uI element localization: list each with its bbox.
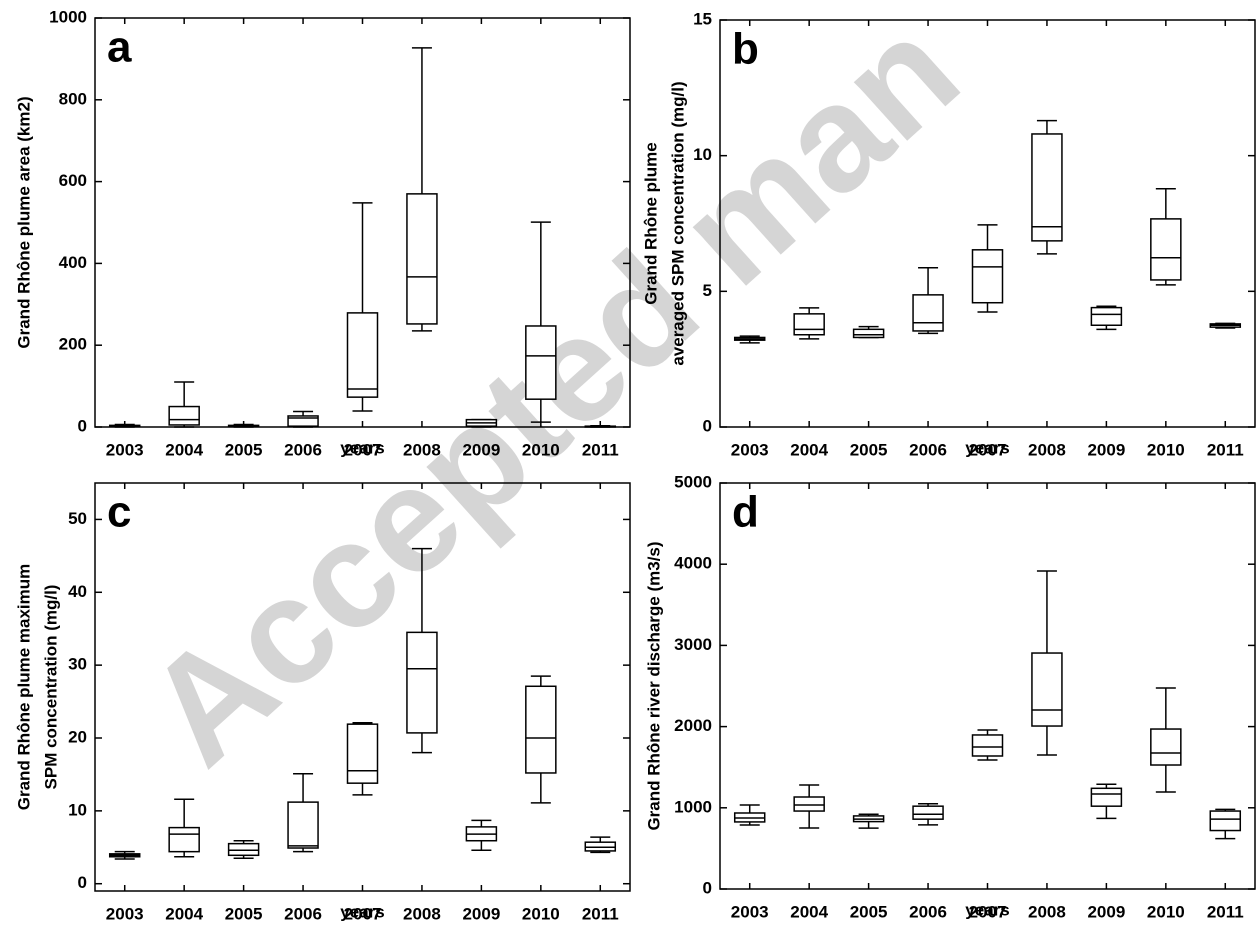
x-tick-label: 2009	[462, 904, 500, 923]
y-tick-label: 10	[68, 800, 87, 819]
x-tick-label: 2008	[403, 904, 441, 923]
box	[793, 796, 825, 812]
box	[406, 193, 438, 325]
x-tick-label: 2003	[106, 440, 144, 459]
y-axis-label: Grand Rhône plume area (km2)	[14, 96, 33, 348]
y-axis-label: SPM concentration (mg/l)	[41, 585, 60, 790]
x-tick-label: 2005	[225, 440, 263, 459]
x-tick-label: 2008	[1028, 902, 1066, 921]
box	[912, 805, 944, 820]
x-tick-label: 2010	[1147, 902, 1185, 921]
y-tick-label: 4000	[674, 554, 712, 573]
x-tick-label: 2011	[582, 904, 619, 923]
x-tick-label: 2010	[522, 440, 560, 459]
y-axis-label: Grand Rhône plume	[641, 142, 660, 304]
x-tick-label: 2007	[969, 440, 1007, 459]
y-axis-label: averaged SPM concentration (mg/l)	[668, 81, 687, 365]
box	[287, 415, 319, 427]
box	[971, 249, 1004, 304]
y-tick-label: 0	[78, 416, 87, 435]
y-tick-label: 5000	[674, 472, 712, 491]
box	[406, 631, 438, 734]
x-tick-label: 2003	[731, 902, 769, 921]
x-tick-label: 2004	[165, 904, 203, 923]
y-axis-label: Grand Rhône river discharge (m3/s)	[644, 541, 663, 830]
box	[1150, 728, 1182, 766]
box	[525, 685, 557, 774]
x-tick-label: 2005	[850, 440, 888, 459]
box	[168, 826, 200, 853]
panel-label: c	[107, 488, 131, 537]
y-tick-label: 5	[703, 281, 712, 300]
x-tick-label: 2008	[1028, 440, 1066, 459]
panel-label: b	[732, 25, 759, 74]
x-tick-label: 2007	[969, 902, 1007, 921]
y-tick-label: 600	[59, 171, 87, 190]
x-tick-label: 2005	[850, 902, 888, 921]
box	[1031, 133, 1063, 242]
y-tick-label: 10	[693, 145, 712, 164]
x-tick-label: 2011	[582, 440, 619, 459]
x-tick-label: 2006	[284, 904, 322, 923]
y-tick-label: 40	[68, 582, 87, 601]
y-tick-label: 0	[703, 416, 712, 435]
box	[1150, 218, 1182, 281]
x-tick-label: 2010	[1147, 440, 1185, 459]
box	[346, 723, 379, 784]
x-axis-label: years	[965, 438, 1009, 457]
box	[1209, 810, 1242, 832]
box	[912, 294, 944, 332]
x-tick-label: 2009	[1087, 440, 1125, 459]
y-tick-label: 20	[68, 727, 87, 746]
panel-label: a	[107, 23, 132, 72]
panel-label: d	[732, 488, 759, 537]
x-tick-label: 2003	[731, 440, 769, 459]
y-axis-label: Grand Rhône plume maximum	[14, 564, 33, 811]
x-tick-label: 2008	[403, 440, 441, 459]
box	[168, 405, 200, 426]
x-tick-label: 2006	[909, 440, 947, 459]
y-tick-label: 3000	[674, 635, 712, 654]
box	[346, 312, 379, 398]
y-tick-label: 400	[59, 253, 87, 272]
x-tick-label: 2003	[106, 904, 144, 923]
x-tick-label: 2010	[522, 904, 560, 923]
y-tick-label: 15	[693, 9, 712, 28]
y-tick-label: 0	[78, 873, 87, 892]
box	[971, 734, 1004, 757]
x-tick-label: 2004	[790, 902, 828, 921]
box	[1090, 787, 1123, 807]
x-tick-label: 2011	[1207, 440, 1244, 459]
box	[1090, 306, 1123, 327]
box	[852, 328, 885, 339]
x-tick-label: 2009	[1087, 902, 1125, 921]
x-tick-label: 2006	[909, 902, 947, 921]
y-tick-label: 50	[68, 509, 87, 528]
y-tick-label: 800	[59, 89, 87, 108]
x-tick-label: 2005	[225, 904, 263, 923]
x-tick-label: 2004	[790, 440, 828, 459]
x-tick-label: 2007	[344, 440, 382, 459]
box	[287, 801, 319, 849]
x-axis-label: years	[340, 438, 384, 457]
x-tick-label: 2006	[284, 440, 322, 459]
y-tick-label: 2000	[674, 716, 712, 735]
x-tick-label: 2004	[165, 440, 203, 459]
box	[1031, 652, 1063, 727]
x-tick-label: 2011	[1207, 902, 1244, 921]
x-axis-label: years	[965, 900, 1009, 919]
x-tick-label: 2007	[344, 904, 382, 923]
box	[525, 325, 557, 400]
y-tick-label: 0	[703, 878, 712, 897]
x-axis-label: years	[340, 902, 384, 921]
y-tick-label: 1000	[49, 7, 87, 26]
y-tick-label: 1000	[674, 797, 712, 816]
box	[793, 313, 825, 336]
x-tick-label: 2009	[462, 440, 500, 459]
y-tick-label: 200	[59, 335, 87, 354]
y-tick-label: 30	[68, 655, 87, 674]
